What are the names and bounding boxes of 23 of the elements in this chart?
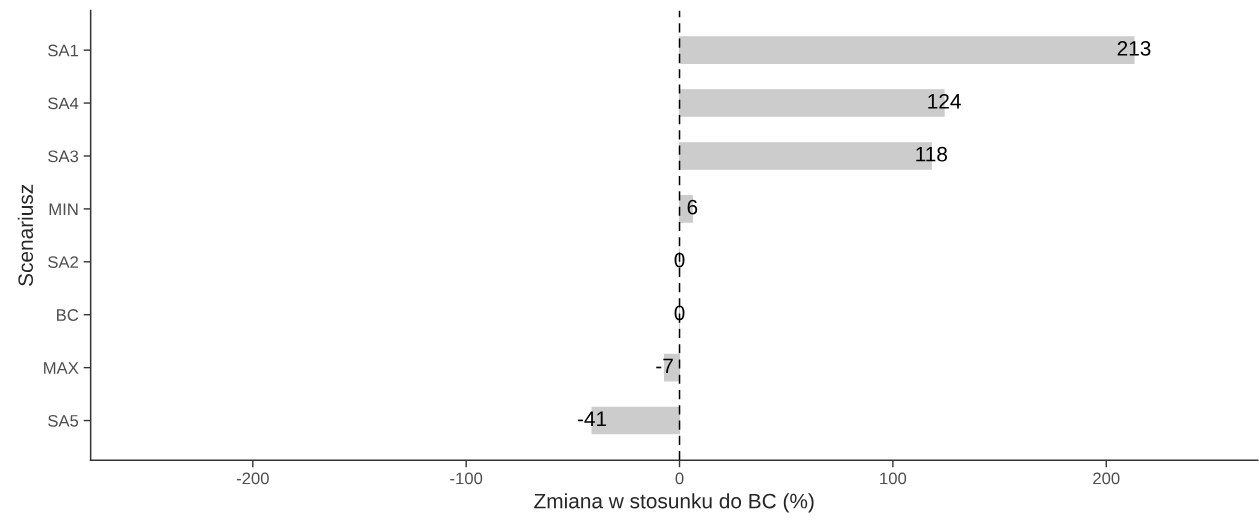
- x-tick-label: -200: [236, 472, 269, 485]
- data-label: 213: [1117, 40, 1151, 56]
- y-tick-label: MIN: [49, 203, 78, 215]
- x-tick-label: 0: [675, 472, 684, 485]
- x-tick-label: 200: [1093, 472, 1120, 485]
- x-tick-label: -100: [450, 472, 483, 485]
- y-tick-label: BC: [57, 309, 79, 321]
- y-tick-label: SA5: [48, 414, 79, 427]
- x-axis-title: Zmiana w stosunku do BC (%): [534, 493, 814, 513]
- data-label: 124: [928, 93, 961, 109]
- x-tick-label: 100: [880, 472, 907, 485]
- data-label: 6: [687, 199, 698, 215]
- data-label: 118: [916, 146, 947, 162]
- y-tick-label: SA1: [48, 44, 79, 57]
- data-label: -7: [656, 358, 673, 374]
- y-tick-label: SA2: [48, 256, 79, 269]
- data-label: 0: [674, 252, 685, 268]
- data-label: -41: [577, 411, 607, 426]
- y-tick-label: MAX: [44, 362, 79, 374]
- y-tick-label: SA3: [48, 150, 79, 163]
- y-axis-title: Scenariusz: [17, 184, 34, 286]
- y-tick-label: SA4: [48, 97, 79, 110]
- data-label: 0: [674, 305, 685, 321]
